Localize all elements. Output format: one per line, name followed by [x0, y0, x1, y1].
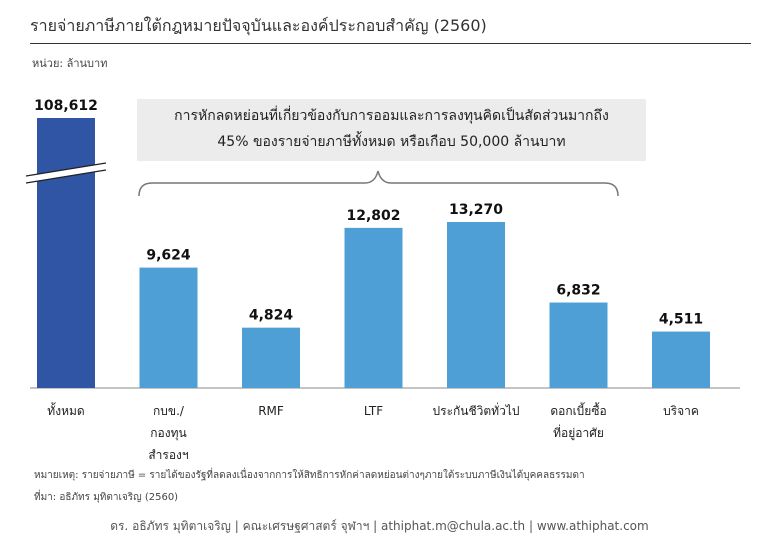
value-label-6: 4,511 [659, 312, 703, 328]
bar-4 [447, 222, 505, 388]
value-label-5: 6,832 [556, 283, 600, 299]
category-label-1-2: สำรองฯ [148, 448, 188, 462]
bar-6 [652, 331, 710, 388]
category-label-0-0: ทั้งหมด [47, 402, 84, 418]
category-label-1-0: กบข./ [153, 404, 185, 418]
axis-break-gap [26, 163, 106, 183]
value-label-4: 13,270 [449, 202, 503, 218]
value-label-0: 108,612 [34, 98, 98, 114]
bar-1 [139, 267, 198, 388]
remark-note: หมายเหตุ: รายจ่ายภาษี = รายได้ของรัฐที่ล… [34, 470, 585, 481]
category-label-1-1: กองทุน [150, 426, 186, 441]
bar-chart: 108,612 ทั้งหมด 9,624 กบข./ กองทุนสำรองฯ 4,82… [25, 98, 740, 462]
category-label-3-0: LTF [364, 404, 383, 418]
category-label-5-1: ที่อยู่อาศัย [553, 424, 604, 441]
title-rule [30, 43, 751, 44]
bar-2 [242, 327, 300, 388]
axis-break-line-top [25, 162, 107, 177]
unit-label: หน่วย: ล้านบาท [32, 57, 108, 70]
callout-bracket [138, 170, 619, 197]
axis-break-line-bottom [25, 169, 107, 184]
callout-line-2: 45% ของรายจ่ายภาษีทั้งหมด หรือเกือบ 50,0… [217, 134, 566, 150]
category-label-5-0: ดอกเบี้ยซื้อ [550, 402, 606, 418]
category-label-6-0: บริจาค [663, 404, 699, 418]
value-label-3: 12,802 [346, 208, 400, 224]
bar-0 [37, 118, 95, 388]
callout-box: การหักลดหย่อนที่เกี่ยวข้องกับการออมและกา… [137, 99, 646, 161]
bar-5 [549, 302, 608, 388]
source-note: ที่มา: อธิภัทร มุทิตาเจริญ (2560) [34, 492, 179, 503]
bar-3 [344, 227, 403, 388]
value-label-2: 4,824 [249, 308, 294, 324]
category-label-4-0: ประกันชีวิตทั่วไป [433, 402, 520, 418]
chart-title: รายจ่ายภาษีภายใต้กฎหมายปัจจุบันและองค์ปร… [30, 16, 487, 35]
value-label-1: 9,624 [146, 248, 191, 264]
footer-credit: ดร. อธิภัทร มุทิตาเจริญ | คณะเศรษฐศาสตร์… [110, 519, 649, 533]
category-label-2-0: RMF [258, 404, 284, 418]
callout-line-1: การหักลดหย่อนที่เกี่ยวข้องกับการออมและกา… [174, 108, 609, 124]
